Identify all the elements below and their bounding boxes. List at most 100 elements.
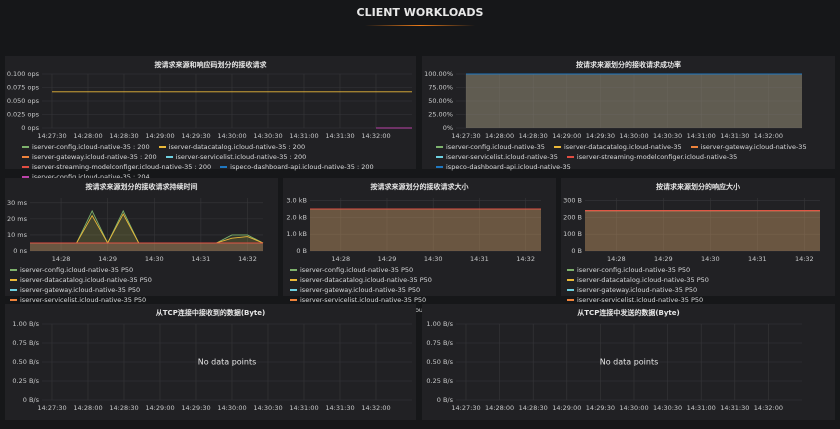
y-tick-label: 30 ms <box>7 199 28 207</box>
legend-item: ispeco-dashboard-api.icloud-native-35 : … <box>220 163 374 172</box>
y-tick-label: 0% <box>443 124 453 132</box>
legend-item: iserver-config.icloud-native-35 <box>436 143 545 152</box>
y-tick-label: 0 ns <box>13 247 27 255</box>
x-tick-label: 14:32:00 <box>754 404 783 412</box>
y-tick-label: 75.00% <box>428 84 453 92</box>
x-tick-label: 14:29:30 <box>181 404 210 412</box>
legend-swatch <box>290 279 297 281</box>
chart: 0% 25.00% 50.00% 75.00% 100.00% 14:27:30 14:28… <box>424 70 802 140</box>
x-tick-label: 14:29:30 <box>586 404 615 412</box>
y-tick-label: 0.100 ops <box>7 70 40 78</box>
panel: 按请求来源划分的接收请求成功率 0% 25.00% 50.00% 75.00% 100.0… <box>422 56 835 171</box>
x-tick-label: 14:30:30 <box>253 404 282 412</box>
legend-item: iserver-servicelist.icloud-native-35 : 2… <box>165 153 307 162</box>
area <box>466 74 802 128</box>
y-tick-label: 0 B <box>571 247 582 255</box>
area <box>30 242 263 251</box>
x-tick-label: 14:28:30 <box>519 404 548 412</box>
legend-item: iserver-streaming-modelconfiger.icloud-n… <box>566 153 738 162</box>
area <box>466 74 802 128</box>
x-tick-label: 14:30 <box>424 255 443 263</box>
area <box>30 210 263 251</box>
x-tick-label: 14:32:00 <box>754 132 783 140</box>
legend-label: iserver-gateway.icloud-native-35 <box>700 143 807 151</box>
panel: 按请求来源和响应码划分的接收请求 0 ops 0.025 ops 0.050 ops 0… <box>5 56 416 181</box>
x-tick-label: 14:31 <box>470 255 489 263</box>
x-tick-label: 14:28:30 <box>109 404 138 412</box>
x-tick-label: 14:27:30 <box>451 132 480 140</box>
legend-label: iserver-config.icloud-native-35 P50 <box>577 266 691 274</box>
x-tick-label: 14:31:00 <box>687 132 716 140</box>
x-tick-label: 14:29:00 <box>552 404 581 412</box>
x-tick-label: 14:29:00 <box>552 132 581 140</box>
legend-swatch <box>567 269 574 271</box>
legend-swatch <box>436 146 443 148</box>
area <box>310 208 541 251</box>
legend-label: ispeco-dashboard-api.icloud-native-35 : … <box>230 163 374 171</box>
area <box>30 242 263 251</box>
x-tick-label: 14:30:00 <box>619 132 648 140</box>
panel: 从TCP连接中发送的数据(Byte) 0 B/s 0.25 B/s 0.50 B/s 0… <box>422 304 835 420</box>
legend-swatch <box>290 289 297 291</box>
x-tick-label: 14:30:30 <box>653 132 682 140</box>
area <box>466 74 802 128</box>
legend-item: iserver-gateway.icloud-native-35 P50 <box>290 286 420 295</box>
x-tick-label: 14:31 <box>191 255 210 263</box>
chart: 0 B/s 0.25 B/s 0.50 B/s 0.75 B/s 1.00 B/s 14:… <box>426 320 802 412</box>
legend-label: iserver-gateway.icloud-native-35 P50 <box>20 286 141 294</box>
legend-label: iserver-config.icloud-native-35 : 200 <box>32 143 150 151</box>
panel-title: 按请求来源和响应码划分的接收请求 <box>154 61 267 69</box>
legend-label: iserver-datacatalog.icloud-native-35 : 2… <box>168 143 306 151</box>
x-tick-label: 14:31:00 <box>289 404 318 412</box>
x-tick-label: 14:28 <box>607 255 626 263</box>
y-tick-label: 0 B/s <box>437 396 454 404</box>
panel-title: 按请求来源划分的接收请求大小 <box>370 183 469 191</box>
panel: 从TCP连接中接收到的数据(Byte) 0 B/s 0.25 B/s 0.50 B/s… <box>5 304 416 420</box>
x-tick-label: 14:28:30 <box>519 132 548 140</box>
area <box>310 208 541 251</box>
x-tick-label: 14:28:00 <box>485 132 514 140</box>
legend-swatch <box>566 156 574 158</box>
no-data-message: No data points <box>600 358 659 367</box>
legend-item: iserver-servicelist.icloud-native-35 P50 <box>10 296 146 305</box>
legend-swatch <box>22 176 29 178</box>
area <box>310 208 541 251</box>
legend-swatch <box>165 156 173 158</box>
legend-label: iserver-streaming-modelconfiger.icloud-n… <box>576 153 738 161</box>
legend-item: iserver-datacatalog.icloud-native-35 : 2… <box>158 143 306 152</box>
y-tick-label: 3.0 kB <box>286 197 307 205</box>
legend-swatch <box>22 156 29 158</box>
x-tick-label: 14:30:00 <box>217 404 246 412</box>
x-tick-label: 14:31:00 <box>687 404 716 412</box>
y-tick-label: 0.25 B/s <box>12 377 39 385</box>
legend-label: iserver-datacatalog.icloud-native-35 P50 <box>577 276 709 284</box>
legend-label: iserver-config.icloud-native-35 <box>446 143 545 151</box>
legend-label: iserver-datacatalog.icloud-native-35 P50 <box>300 276 432 284</box>
x-tick-label: 14:32 <box>238 255 257 263</box>
y-tick-label: 0.75 B/s <box>426 339 453 347</box>
y-tick-label: 0 B <box>296 247 307 255</box>
dashboard-title: CLIENT WORKLOADS <box>356 6 484 19</box>
legend-item: iserver-config.icloud-native-35 P50 <box>10 266 133 275</box>
legend-item: iserver-gateway.icloud-native-35 P50 <box>567 286 697 295</box>
panel: 按请求来源划分的接收请求持续时间 0 ns 10 ms 20 ms 30 ms 14:28… <box>5 178 278 314</box>
area <box>585 210 820 251</box>
legend-item: iserver-servicelist.icloud-native-35 <box>436 153 558 162</box>
legend-swatch <box>22 166 29 168</box>
x-tick-label: 14:29 <box>98 255 117 263</box>
y-tick-label: 0 ops <box>21 124 39 132</box>
y-tick-label: 10 ms <box>7 231 28 239</box>
area <box>466 74 802 128</box>
x-tick-label: 14:29 <box>378 255 397 263</box>
x-tick-label: 14:31:30 <box>325 132 354 140</box>
legend-label: iserver-servicelist.icloud-native-35 : 2… <box>175 153 307 161</box>
x-tick-label: 14:27:30 <box>37 404 66 412</box>
legend-label: iserver-gateway.icloud-native-35 P50 <box>577 286 698 294</box>
legend-label: iserver-config.icloud-native-35 : 204 <box>32 173 150 181</box>
y-tick-label: 0.050 ops <box>7 97 40 105</box>
legend-label: iserver-gateway.icloud-native-35 P50 <box>300 286 421 294</box>
legend-label: iserver-datacatalog.icloud-native-35 P50 <box>20 276 152 284</box>
legend: iserver-config.icloud-native-35 : 200 ise… <box>22 143 413 182</box>
panel: 按请求来源划分的接收请求大小 0 B 1.0 kB 2.0 kB 3.0 kB 14:28… <box>283 178 556 314</box>
legend-label: iserver-servicelist.icloud-native-35 P50 <box>300 296 427 304</box>
